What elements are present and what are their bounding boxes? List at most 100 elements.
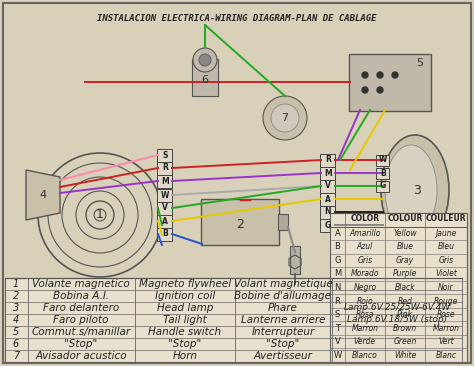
FancyBboxPatch shape [278,214,288,230]
Text: Horn: Horn [173,351,198,361]
Text: Green: Green [393,337,417,346]
Circle shape [199,54,211,66]
Text: Bobina A.I.: Bobina A.I. [53,291,109,301]
Polygon shape [26,170,60,220]
Circle shape [193,48,217,72]
Text: Rouge: Rouge [434,296,458,306]
FancyBboxPatch shape [157,228,173,240]
FancyBboxPatch shape [320,167,336,179]
FancyBboxPatch shape [290,246,300,274]
Text: Volant magnetique: Volant magnetique [234,279,332,289]
Text: Noir: Noir [438,283,454,292]
FancyBboxPatch shape [376,168,390,179]
Text: 3: 3 [13,303,19,313]
Text: Verde: Verde [354,337,376,346]
FancyBboxPatch shape [157,149,173,161]
Text: 4: 4 [39,190,46,200]
Text: INSTALACION ELECTRICA-WIRING DIAGRAM-PLAN DE CABLAGE: INSTALACION ELECTRICA-WIRING DIAGRAM-PLA… [97,14,377,23]
Text: Handle switch: Handle switch [148,327,221,337]
FancyBboxPatch shape [320,219,336,232]
Text: A: A [162,217,168,225]
Text: Purple: Purple [393,269,417,279]
Text: Faro delantero: Faro delantero [43,303,119,313]
Text: Avisador acustico: Avisador acustico [35,351,127,361]
Text: Rose: Rose [437,310,456,319]
Circle shape [392,72,398,78]
FancyBboxPatch shape [157,175,173,187]
Text: R: R [335,296,340,306]
Text: Lanterne arriere: Lanterne arriere [241,315,325,325]
Text: Tail light: Tail light [163,315,207,325]
FancyBboxPatch shape [376,154,390,165]
Text: Bleu: Bleu [438,242,455,251]
FancyBboxPatch shape [157,161,173,175]
Text: G: G [325,220,331,229]
Text: W: W [379,156,387,164]
FancyBboxPatch shape [157,202,173,214]
Text: B: B [380,168,386,178]
Text: Bobine d'allumage: Bobine d'allumage [235,291,331,301]
Text: M: M [161,176,169,186]
Text: Amarillo: Amarillo [349,229,381,238]
Circle shape [263,96,307,140]
FancyBboxPatch shape [320,205,336,219]
Text: W: W [333,351,342,360]
Text: Gris: Gris [357,256,373,265]
Circle shape [271,104,299,132]
Text: 2: 2 [236,217,244,231]
Text: W: W [161,190,169,199]
Circle shape [377,72,383,78]
Text: A: A [325,194,331,203]
Text: Gray: Gray [396,256,414,265]
Text: Negro: Negro [354,283,376,292]
FancyBboxPatch shape [320,179,336,193]
Text: B: B [335,242,340,251]
Text: "Stop": "Stop" [168,339,201,349]
Text: Blanco: Blanco [352,351,378,360]
Text: Violet: Violet [435,269,457,279]
Text: R: R [162,164,168,172]
Text: 3: 3 [413,183,421,197]
Text: Lamp.6V.18/5W (stop): Lamp.6V.18/5W (stop) [347,315,447,325]
Text: Pink: Pink [397,310,413,319]
Text: 1: 1 [96,209,104,221]
Text: V: V [335,337,340,346]
Text: G: G [380,182,386,190]
Text: Vert: Vert [438,337,454,346]
Text: Magneto flywheel: Magneto flywheel [139,279,231,289]
Text: Azul: Azul [357,242,373,251]
Text: 1: 1 [13,279,19,289]
Circle shape [377,87,383,93]
Text: 5: 5 [417,58,423,68]
Text: V: V [162,203,168,213]
Ellipse shape [385,145,437,235]
FancyBboxPatch shape [330,213,467,362]
Text: N: N [334,283,341,292]
Text: Ignition coil: Ignition coil [155,291,215,301]
FancyBboxPatch shape [376,180,390,191]
FancyBboxPatch shape [157,188,173,202]
Text: N: N [325,208,331,217]
FancyBboxPatch shape [157,214,173,228]
Text: Phare: Phare [268,303,298,313]
Text: Rojo: Rojo [357,296,374,306]
Text: M: M [324,168,332,178]
Text: Lamp.6V.25/25W-6V.4W: Lamp.6V.25/25W-6V.4W [343,303,451,313]
Text: Faro piloto: Faro piloto [53,315,109,325]
Text: Black: Black [395,283,415,292]
Text: Gris: Gris [438,256,454,265]
Text: 5: 5 [13,327,19,337]
Text: Interrupteur: Interrupteur [251,327,315,337]
Text: White: White [394,351,416,360]
Text: Head lamp: Head lamp [157,303,213,313]
Text: 2: 2 [13,291,19,301]
Text: Jaune: Jaune [435,229,456,238]
Text: S: S [162,150,168,160]
Text: 7: 7 [13,351,19,361]
Text: Commut.s/manillar: Commut.s/manillar [31,327,130,337]
Text: G: G [334,256,341,265]
Text: Blanc: Blanc [436,351,456,360]
Text: Marron: Marron [352,324,379,333]
Circle shape [362,72,368,78]
Text: A: A [335,229,340,238]
